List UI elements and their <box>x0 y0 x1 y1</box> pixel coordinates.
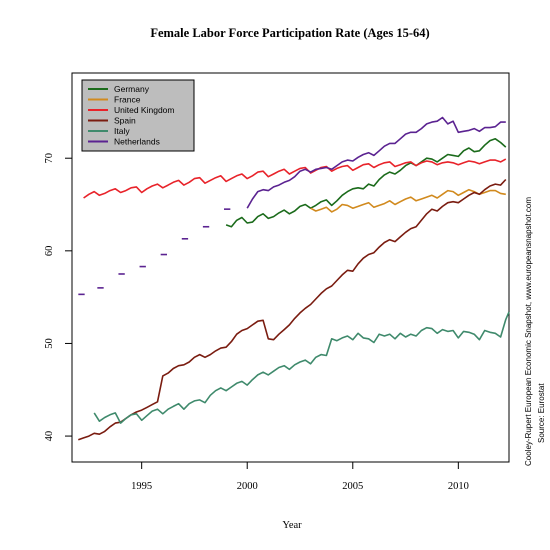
legend-label: France <box>114 95 141 105</box>
legend-label: Spain <box>114 116 136 126</box>
credit-text: Cooley-Rupert European Economic Snapshot… <box>524 197 533 466</box>
legend-label: Italy <box>114 126 130 136</box>
source-text: Source: Eurostat <box>537 383 546 443</box>
x-axis-label: Year <box>282 520 302 531</box>
y-tick-label: 50 <box>44 338 55 349</box>
x-tick-label: 2005 <box>342 481 363 492</box>
y-tick-label: 70 <box>44 153 55 164</box>
legend-label: United Kingdom <box>114 105 174 115</box>
legend-label: Germany <box>114 84 150 94</box>
chart-title: Female Labor Force Participation Rate (A… <box>150 26 429 40</box>
series-line-france <box>310 188 506 213</box>
x-tick-label: 1995 <box>131 481 152 492</box>
legend-box <box>81 79 195 152</box>
series-line-germany <box>225 138 507 228</box>
series-lines <box>78 116 510 441</box>
legend-label: Netherlands <box>114 137 160 147</box>
x-tick-label: 2000 <box>237 481 258 492</box>
y-tick-label: 60 <box>44 246 55 256</box>
series-line-spain <box>78 178 507 441</box>
series-line-united-kingdom <box>83 158 507 199</box>
axes: 1995 2000 2005 2010 40 50 60 70 <box>44 153 469 492</box>
y-tick-label: 40 <box>44 431 55 442</box>
series-line-netherlands <box>246 116 506 209</box>
x-tick-label: 2010 <box>448 481 469 492</box>
series-line-italy <box>93 311 510 424</box>
